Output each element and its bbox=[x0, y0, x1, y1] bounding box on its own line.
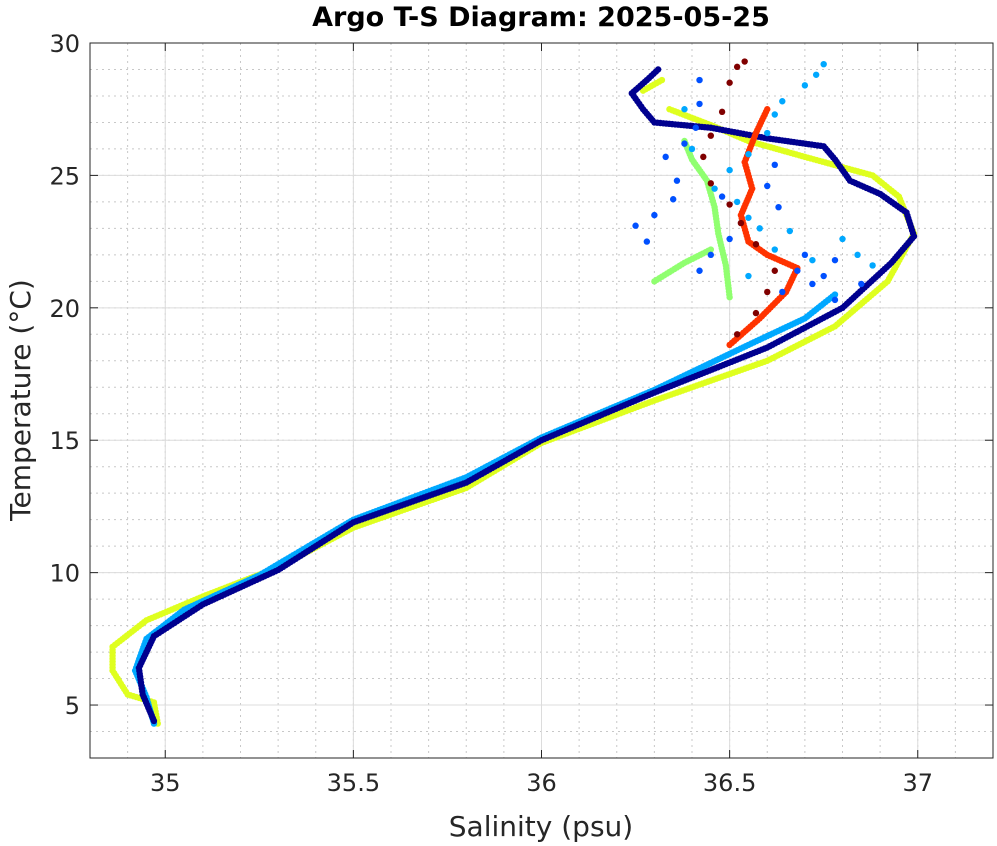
data-point bbox=[764, 129, 771, 137]
data-point bbox=[858, 280, 865, 288]
data-point bbox=[786, 227, 794, 235]
data-point bbox=[831, 291, 839, 298]
data-point bbox=[696, 76, 703, 84]
series-profile-navy bbox=[135, 66, 918, 725]
data-point bbox=[658, 76, 666, 84]
data-point bbox=[662, 153, 669, 161]
data-point bbox=[771, 246, 778, 253]
data-point bbox=[764, 182, 771, 190]
y-tick-label: 20 bbox=[49, 295, 80, 323]
y-tick-label: 25 bbox=[49, 162, 80, 190]
y-axis-label: Temperature (°C) bbox=[4, 279, 37, 522]
data-point bbox=[651, 211, 658, 219]
data-point bbox=[771, 267, 778, 274]
data-point bbox=[745, 272, 752, 280]
x-tick-label: 36 bbox=[526, 769, 557, 797]
data-point bbox=[764, 288, 771, 296]
data-point bbox=[809, 256, 816, 264]
tick-labels: 35 35.5 36 36.5 37 5 10 15 20 25 30 bbox=[49, 30, 993, 797]
x-tick-label: 36.5 bbox=[703, 769, 756, 797]
data-point bbox=[741, 58, 748, 65]
data-point bbox=[737, 219, 745, 227]
data-point bbox=[801, 251, 809, 259]
data-point bbox=[711, 185, 718, 192]
data-point bbox=[681, 106, 688, 113]
data-point bbox=[688, 145, 696, 153]
series-profile-lightgreen-branch bbox=[651, 246, 715, 285]
data-point bbox=[831, 296, 839, 304]
x-tick-label: 35.5 bbox=[327, 769, 380, 797]
y-tick-label: 10 bbox=[49, 560, 80, 588]
data-point bbox=[654, 66, 662, 73]
data-point bbox=[779, 288, 786, 296]
y-tick-label: 30 bbox=[49, 30, 80, 58]
data-point bbox=[726, 166, 733, 174]
y-tick-label: 15 bbox=[49, 427, 80, 455]
data-point bbox=[752, 241, 760, 248]
data-point bbox=[779, 98, 786, 105]
data-point bbox=[764, 106, 771, 113]
data-point bbox=[669, 196, 677, 203]
data-point bbox=[643, 238, 651, 245]
data-point bbox=[707, 246, 715, 253]
series-profile-yellow-top bbox=[639, 76, 666, 94]
series-profile-yellow bbox=[109, 106, 918, 727]
data-point bbox=[745, 214, 752, 221]
chart-title: Argo T-S Diagram: 2025-05-25 bbox=[312, 2, 770, 33]
data-point bbox=[869, 262, 876, 269]
data-point bbox=[752, 309, 760, 317]
data-point bbox=[794, 267, 801, 274]
data-point bbox=[756, 225, 763, 232]
series-profile-lightgreen bbox=[681, 137, 733, 301]
series-profile-lightblue bbox=[131, 291, 839, 727]
data-point bbox=[771, 111, 778, 118]
data-point bbox=[681, 140, 688, 147]
data-point bbox=[707, 132, 715, 139]
data-point bbox=[733, 331, 741, 338]
data-point bbox=[707, 180, 715, 187]
series-scatter-darkred bbox=[700, 58, 778, 338]
data-point bbox=[839, 235, 846, 243]
data-point bbox=[696, 100, 703, 108]
data-point bbox=[666, 106, 673, 113]
data-point bbox=[673, 177, 681, 184]
data-point bbox=[726, 235, 733, 243]
data-point bbox=[820, 60, 827, 68]
data-point bbox=[775, 203, 782, 211]
series-scatter-blue bbox=[632, 76, 865, 304]
data-point bbox=[745, 151, 752, 158]
data-marks bbox=[109, 58, 918, 727]
data-point bbox=[812, 71, 820, 78]
series-profile-orange bbox=[726, 106, 801, 349]
data-point bbox=[820, 272, 827, 280]
data-point bbox=[831, 256, 839, 264]
data-point bbox=[809, 280, 816, 288]
x-tick-label: 35 bbox=[150, 769, 181, 797]
data-point bbox=[632, 222, 639, 229]
data-point bbox=[854, 251, 861, 259]
data-point bbox=[801, 82, 809, 89]
data-point bbox=[696, 267, 703, 274]
data-point bbox=[726, 79, 733, 86]
data-point bbox=[700, 153, 707, 161]
data-point bbox=[771, 161, 778, 169]
y-tick-label: 5 bbox=[65, 692, 80, 720]
data-point bbox=[726, 201, 733, 208]
x-tick-label: 37 bbox=[902, 769, 933, 797]
series-scatter-skyblue bbox=[681, 60, 876, 280]
data-point bbox=[692, 124, 699, 131]
x-axis-label: Salinity (psu) bbox=[449, 810, 633, 843]
data-point bbox=[707, 251, 715, 259]
grid bbox=[89, 42, 994, 759]
data-point bbox=[733, 198, 741, 206]
data-point bbox=[718, 193, 726, 200]
data-point bbox=[718, 108, 726, 116]
data-point bbox=[733, 63, 741, 71]
